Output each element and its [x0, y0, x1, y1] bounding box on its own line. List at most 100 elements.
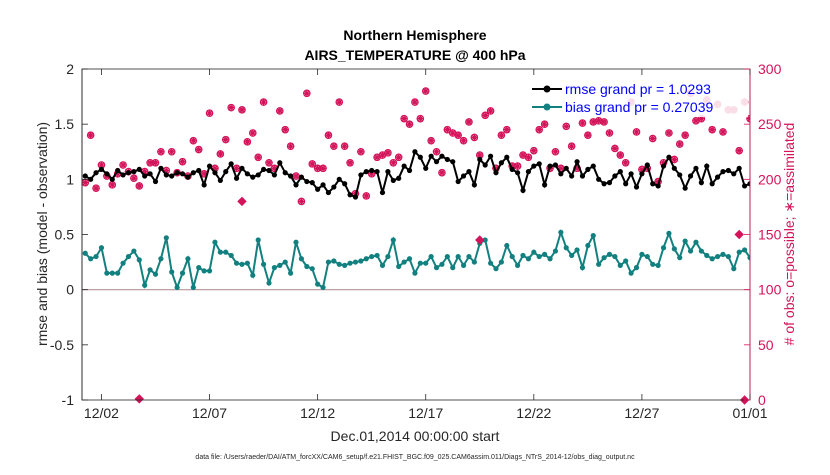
obs-assimilated-point — [443, 126, 451, 134]
obs-assimilated-point — [519, 151, 527, 159]
obs-assimilated-point — [281, 126, 289, 134]
rmse-point — [585, 166, 591, 173]
bias-point — [336, 261, 342, 267]
bias-point — [552, 248, 559, 254]
obs-assimilated-point — [205, 109, 214, 117]
obs-assimilated-point — [578, 119, 587, 127]
bias-point — [277, 262, 283, 268]
obs-assimilated-point — [481, 111, 489, 119]
rmse-point — [206, 163, 213, 169]
rmse-point — [185, 174, 191, 180]
rmse-point — [671, 165, 677, 171]
obs-assimilated-point — [416, 115, 424, 123]
rmse-point — [606, 180, 613, 186]
obs-assimilated-point — [362, 192, 370, 200]
obs-assimilated-point — [130, 174, 138, 182]
bias-point — [606, 251, 613, 257]
obs-possible-point — [812, 160, 818, 166]
rmse-point — [104, 171, 110, 177]
obs-assimilated-point — [735, 147, 743, 155]
rmse-point — [823, 179, 828, 184]
obs-extra-point — [475, 235, 485, 245]
bias-point — [428, 253, 434, 260]
rmse-point — [260, 166, 267, 173]
rmse-point — [558, 171, 564, 177]
obs-assimilated-point — [297, 197, 306, 205]
obs-assimilated-point — [768, 106, 775, 113]
rmse-point — [633, 184, 640, 190]
obs-assimilated-point — [368, 170, 376, 178]
obs-assimilated-point — [562, 122, 570, 130]
obs-assimilated-point — [108, 181, 116, 189]
obs-assimilated-point — [438, 169, 446, 177]
right-y-tick-label: 250 — [758, 116, 782, 132]
bias-point — [487, 260, 494, 266]
right-y-tick-label: 50 — [758, 337, 774, 353]
obs-assimilated-point — [719, 128, 727, 136]
rmse-point — [217, 177, 223, 184]
rmse-point — [509, 166, 515, 173]
rmse-point — [487, 153, 494, 159]
rmse-point — [136, 166, 142, 173]
bias-point — [82, 250, 88, 256]
rmse-point — [504, 154, 510, 160]
obs-assimilated-point — [670, 155, 678, 164]
bias-point — [704, 252, 710, 259]
bias-point — [223, 249, 229, 255]
rmse-point — [196, 167, 202, 174]
bias-point — [423, 260, 429, 266]
bias-point — [239, 261, 245, 267]
rmse-point — [531, 163, 537, 169]
rmse-point — [536, 161, 542, 167]
bias-point — [250, 272, 256, 278]
rmse-point — [352, 194, 359, 200]
obs-assimilated-point — [676, 140, 684, 148]
rmse-point — [439, 153, 445, 159]
x-tick-label: 12/02 — [84, 405, 119, 421]
bias-point — [823, 263, 828, 268]
bias-point — [725, 253, 731, 260]
left-y-tick-label: 1 — [66, 171, 74, 187]
obs-assimilated-point — [141, 168, 149, 176]
obs-assimilated-point — [411, 98, 419, 106]
rmse-point — [277, 160, 283, 166]
rmse-point — [320, 182, 326, 188]
bias-point — [660, 245, 667, 251]
bias-point — [709, 256, 715, 262]
rmse-point — [282, 170, 288, 176]
rmse-point — [677, 172, 683, 178]
bias-point — [293, 239, 299, 245]
bias-point — [315, 281, 321, 287]
rmse-point — [342, 181, 348, 187]
obs-assimilated-point — [611, 144, 619, 153]
obs-assimilated-point — [595, 117, 603, 125]
bias-point — [136, 257, 142, 263]
obs-assimilated-point — [308, 160, 316, 168]
obs-assimilated-point — [178, 158, 187, 166]
bias-point — [369, 253, 375, 260]
bias-point — [131, 248, 137, 254]
rmse-point — [158, 165, 164, 171]
obs-assimilated-point — [97, 161, 106, 169]
bias-point — [542, 251, 548, 257]
bias-point — [547, 256, 553, 262]
obs-assimilated-point — [589, 118, 597, 126]
bias-point — [169, 269, 175, 275]
bias-point — [158, 256, 164, 262]
rmse-point — [374, 169, 380, 175]
left-y-tick-label: 0 — [66, 282, 74, 298]
bias-point — [466, 253, 472, 260]
rmse-point — [515, 170, 521, 176]
bias-point — [433, 265, 440, 271]
rmse-point — [293, 182, 299, 188]
bias-point — [401, 259, 407, 265]
obs-possible-point — [768, 107, 774, 113]
obs-assimilated-point — [638, 165, 646, 174]
rmse-point — [142, 173, 148, 179]
rmse-point — [525, 169, 532, 175]
rmse-point — [660, 163, 667, 169]
bias-point — [266, 280, 272, 286]
rmse-point — [731, 171, 737, 177]
left-y-tick-label: 2 — [66, 61, 74, 77]
